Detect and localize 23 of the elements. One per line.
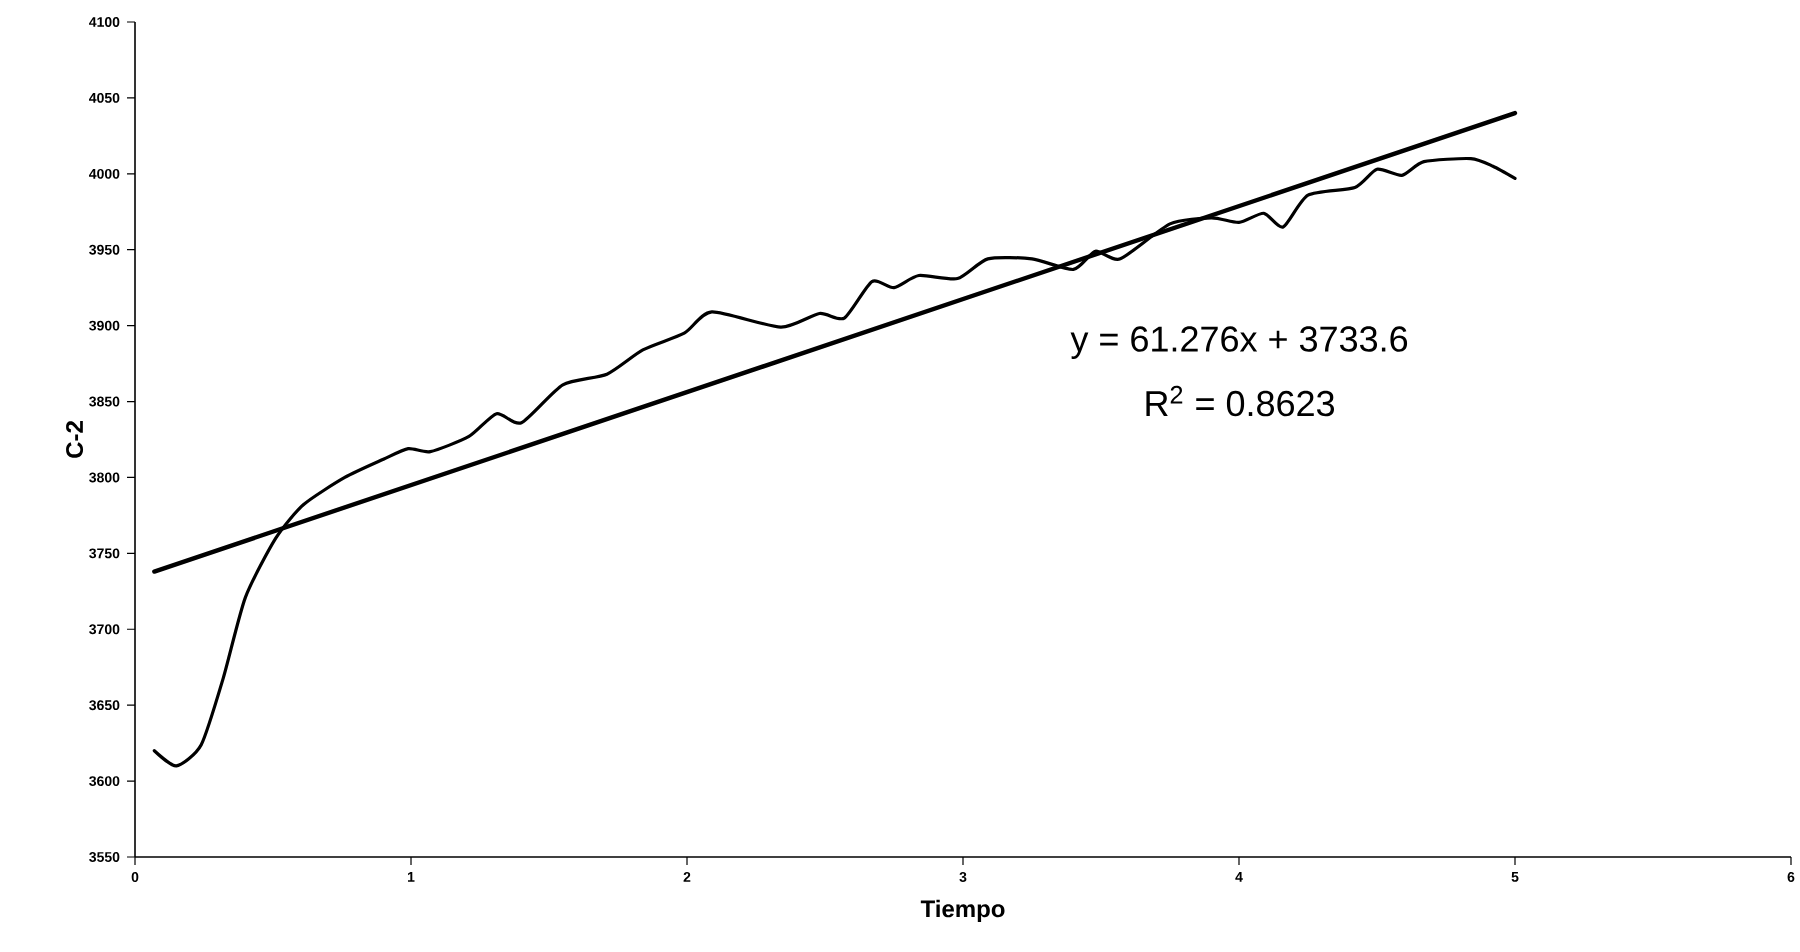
y-tick-label: 3650 <box>89 700 120 711</box>
x-tick-label: 6 <box>1787 872 1795 882</box>
y-tick-label: 3950 <box>89 244 120 255</box>
y-tick-label: 4000 <box>89 168 120 179</box>
y-tick-label: 4050 <box>89 92 120 103</box>
x-tick-label: 3 <box>959 872 967 882</box>
y-tick-label: 3850 <box>89 396 120 407</box>
y-axis-title: C-2 <box>66 421 84 458</box>
y-tick-label: 4100 <box>89 17 120 27</box>
y-tick-label: 3800 <box>89 472 120 483</box>
x-tick-label: 2 <box>683 872 691 882</box>
x-tick-label: 4 <box>1235 872 1243 882</box>
x-axis-title: Tiempo <box>920 899 1005 923</box>
annotation: y = 61.276x + 3733.6 <box>1070 326 1408 359</box>
annotation: R$^{2}$ = 0.8623 <box>1146 385 1335 417</box>
y-tick-label: 3550 <box>89 852 120 862</box>
y-tick-label: 3600 <box>89 776 120 787</box>
x-tick-label: 5 <box>1511 872 1519 882</box>
y-tick-label: 3900 <box>89 320 120 331</box>
x-tick-label: 1 <box>407 872 415 882</box>
y-tick-label: 3700 <box>89 624 120 635</box>
x-tick-label: 0 <box>131 872 139 882</box>
y-tick-label: 3750 <box>89 548 120 559</box>
